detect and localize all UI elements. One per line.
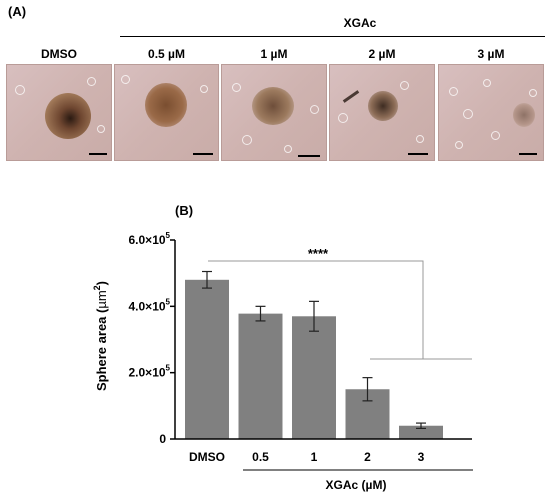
background-cell (97, 125, 105, 133)
xgac-group-label: XGAc (343, 16, 377, 30)
sphere (45, 93, 91, 139)
background-cell (455, 141, 463, 149)
background-cell (242, 135, 252, 145)
micrograph-2um (329, 64, 435, 161)
image-label-3um: 3 µM (477, 47, 505, 61)
bracket-top (208, 260, 424, 359)
background-cell (529, 89, 537, 97)
image-label-0-5um: 0.5 µM (148, 47, 185, 61)
bar-0-5 (238, 313, 283, 439)
micrograph-dmso (6, 64, 112, 161)
background-cell (121, 75, 130, 84)
group-axis-label: XGAc (µM) (326, 478, 387, 492)
x-tick-label: 2 (364, 450, 371, 464)
background-cell (400, 81, 409, 90)
x-tick-label: 3 (418, 450, 425, 464)
micrograph-1um (221, 64, 327, 161)
y-tick-label: 0 (159, 432, 166, 446)
bar-3 (399, 425, 443, 439)
background-cell (483, 79, 491, 87)
background-cell (87, 77, 96, 86)
panel-b-label: (B) (175, 203, 194, 218)
panel-a-label: (A) (8, 4, 27, 19)
background-cell (15, 85, 25, 95)
x-tick-label: DMSO (189, 450, 225, 464)
scale-bar (193, 153, 213, 155)
significance-bracket: **** (208, 246, 472, 360)
sphere (368, 91, 398, 121)
image-label-1um: 1 µM (260, 47, 288, 61)
y-axis-title-unit: µm (94, 290, 109, 308)
sphere (252, 87, 294, 125)
scale-bar (89, 153, 107, 155)
micrograph-0-5um (114, 64, 219, 161)
scale-bar (298, 155, 320, 157)
micrograph-3um (438, 64, 544, 161)
x-tick-label: 1 (311, 450, 318, 464)
bar-dmso (185, 279, 229, 439)
bar-1 (292, 316, 336, 439)
background-cell (416, 135, 424, 143)
scale-bar (519, 153, 537, 155)
scale-bar (408, 153, 428, 155)
y-tick-label: 2.0×105 (129, 364, 171, 380)
image-label-2um: 2 µM (368, 47, 396, 61)
y-axis-title-close: ) (94, 281, 109, 285)
significance-stars: **** (308, 246, 329, 261)
sphere (145, 83, 187, 127)
y-axis-title-sup: 2 (92, 285, 102, 290)
y-tick-label: 4.0×105 (129, 297, 171, 313)
image-label-dmso: DMSO (41, 47, 77, 61)
background-cell (310, 105, 319, 114)
y-axis-title-main: Sphere area ( (94, 308, 109, 391)
svg-text:Sphere area (µm2): Sphere area (µm2) (92, 281, 109, 391)
y-tick-label: 6.0×105 (129, 231, 171, 247)
background-cell (284, 145, 292, 153)
background-cell (463, 109, 473, 119)
x-tick-label: 0.5 (252, 450, 269, 464)
xgac-group-line (120, 36, 545, 37)
background-cell (491, 131, 500, 140)
background-cell (232, 83, 241, 92)
y-axis-title: Sphere area (µm2) (92, 281, 109, 391)
background-cell (338, 113, 348, 123)
sphere (513, 103, 535, 127)
background-cell (200, 85, 208, 93)
background-cell (449, 87, 458, 96)
